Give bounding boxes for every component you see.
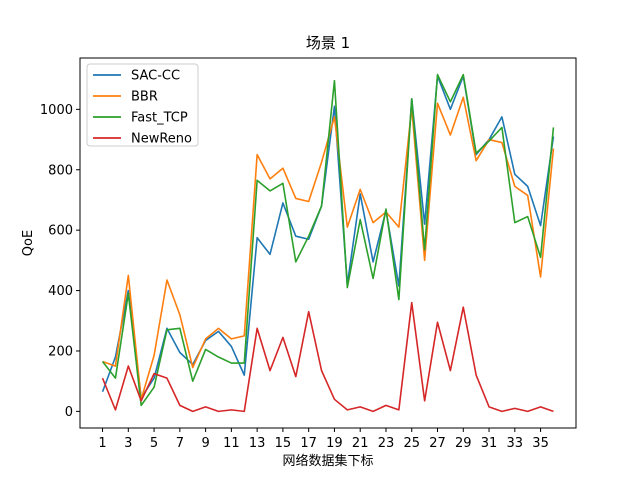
x-tick-label: 1 (98, 436, 106, 451)
chart-title: 场景 1 (306, 34, 350, 52)
x-tick-label: 23 (378, 436, 395, 451)
legend: SAC-CC BBR Fast_TCP NewReno (86, 63, 199, 147)
x-tick-label: 9 (201, 436, 209, 451)
y-tick-label: 400 (48, 284, 73, 299)
y-tick-label: 1000 (40, 103, 73, 118)
x-tick-label: 3 (124, 436, 132, 451)
plot-lines (101, 73, 555, 413)
x-tick-label: 21 (352, 436, 369, 451)
x-tick-label: 33 (507, 436, 524, 451)
x-tick-label: 11 (223, 436, 240, 451)
y-tick-label: 600 (48, 224, 73, 239)
y-tick-label: 800 (48, 163, 73, 178)
x-tick-label: 7 (176, 436, 184, 451)
series-line-Fast_TCP (101, 73, 555, 407)
x-tick-label: 13 (249, 436, 266, 451)
x-tick-label: 15 (275, 436, 292, 451)
x-tick-label: 25 (403, 436, 420, 451)
x-tick-label: 5 (150, 436, 158, 451)
x-tick-label: 17 (300, 436, 317, 451)
legend-label: Fast_TCP (131, 111, 188, 126)
series-line-NewReno (101, 301, 554, 413)
x-tick-label: 35 (532, 436, 549, 451)
y-axis-title: QoE (21, 230, 36, 256)
plot-frame (79, 57, 577, 429)
x-axis-ticks: 1 3 5 7 9 11 13 15 17 19 21 23 25 27 29 31 33 35 (98, 428, 549, 451)
x-tick-label: 29 (455, 436, 472, 451)
x-tick-label: 31 (481, 436, 498, 451)
legend-box (86, 63, 199, 147)
x-tick-label: 27 (429, 436, 446, 451)
x-tick-label: 19 (326, 436, 343, 451)
y-axis-ticks: 0 200 400 600 800 1000 (40, 103, 80, 420)
legend-label: SAC-CC (131, 69, 180, 84)
legend-label: NewReno (131, 132, 192, 147)
legend-label: BBR (131, 90, 158, 105)
y-tick-label: 0 (65, 405, 73, 420)
x-axis-title: 网络数据集下标 (282, 453, 373, 469)
y-tick-label: 200 (48, 344, 73, 359)
